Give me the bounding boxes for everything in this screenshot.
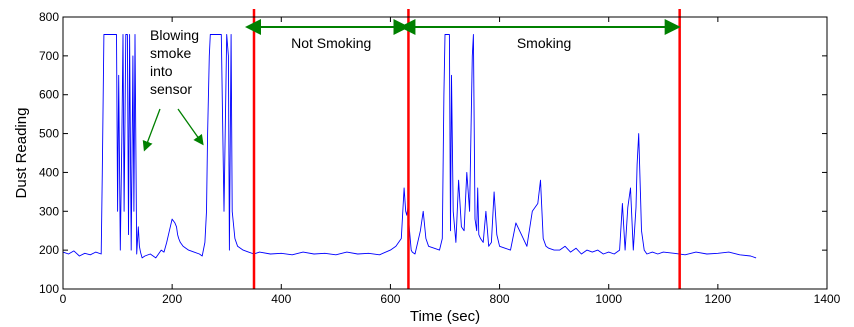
x-tick-label: 0 (60, 292, 67, 306)
x-tick-label: 1000 (595, 292, 622, 306)
y-tick-label: 800 (39, 10, 59, 24)
region-label: Smoking (517, 35, 571, 51)
y-tick-label: 700 (39, 49, 59, 63)
y-axis-title: Dust Reading (13, 108, 30, 199)
x-tick-label: 1200 (705, 292, 732, 306)
series-layer (62, 34, 757, 259)
y-tick-label: 600 (39, 88, 59, 102)
x-tick-label: 800 (490, 292, 510, 306)
x-tick-label: 600 (380, 292, 400, 306)
plot-frame (62, 16, 828, 290)
x-tick-label: 400 (271, 292, 291, 306)
dust-reading-line (62, 34, 757, 259)
y-tick-label: 300 (39, 204, 59, 218)
x-axis-title: Time (sec) (410, 308, 480, 325)
annotation-text-line: into (150, 63, 173, 79)
y-tick-label: 500 (39, 127, 59, 141)
annotation-arrow (142, 108, 161, 152)
x-axis-ticks: 0 200 400 600 800 1000 1200 1400 (60, 17, 841, 306)
annotation-text-line: sensor (150, 81, 192, 97)
region-layer: Not Smoking Smoking (245, 19, 681, 51)
annotation-text-line: smoke (150, 45, 191, 61)
x-tick-label: 200 (162, 292, 182, 306)
y-axis-ticks: 100 200 300 400 500 600 700 800 (39, 10, 827, 296)
annotation-layer: Blowing smoke into sensor (142, 27, 204, 152)
annotation-arrow (177, 108, 204, 146)
y-tick-label: 400 (39, 165, 59, 179)
y-tick-label: 100 (39, 282, 59, 296)
plot-background (63, 17, 827, 289)
marker-layer (252, 9, 681, 289)
region-label: Not Smoking (291, 35, 371, 51)
y-tick-label: 200 (39, 243, 59, 257)
x-tick-label: 1400 (814, 292, 841, 306)
annotation-text-line: Blowing (150, 27, 199, 43)
